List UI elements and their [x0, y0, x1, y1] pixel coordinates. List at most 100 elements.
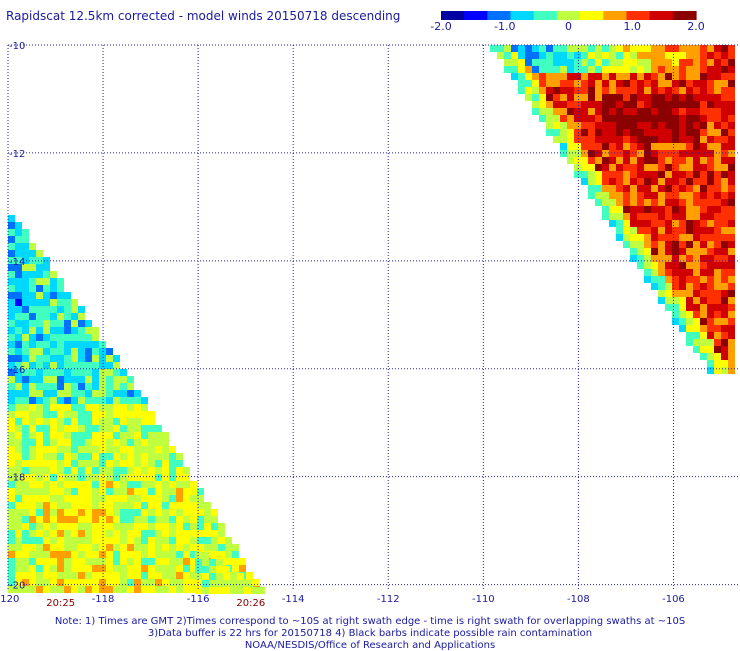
swath-cell	[22, 481, 29, 488]
swath-cell	[99, 404, 106, 411]
swath-cell	[141, 523, 148, 530]
swath-cell	[85, 495, 92, 502]
swath-cell	[707, 353, 714, 360]
swath-cell	[43, 348, 50, 355]
swath-cell	[693, 45, 700, 52]
swath-cell	[644, 45, 651, 52]
swath-cell	[57, 488, 64, 495]
swath-cell	[43, 558, 50, 565]
swath-cell	[567, 108, 574, 115]
swath-cell	[665, 241, 672, 248]
swath-cell	[665, 297, 672, 304]
swath-cell	[15, 271, 22, 278]
swath-cell	[36, 446, 43, 453]
swath-cell	[560, 122, 567, 129]
swath-cell	[658, 248, 665, 255]
swath-cell	[36, 341, 43, 348]
swath-cell	[721, 213, 728, 220]
swath-cell	[700, 136, 707, 143]
swath-cell	[693, 101, 700, 108]
swath-cell	[120, 558, 127, 565]
swath-cell	[651, 108, 658, 115]
swath-cell	[553, 52, 560, 59]
swath-cell	[637, 171, 644, 178]
swath-cell	[99, 467, 106, 474]
swath-cell	[637, 150, 644, 157]
swath-cell	[190, 502, 197, 509]
swath-cell	[134, 390, 141, 397]
swath-cell	[616, 143, 623, 150]
swath-cell	[29, 509, 36, 516]
swath-cell	[8, 222, 15, 229]
swath-cell	[700, 304, 707, 311]
swath-cell	[679, 220, 686, 227]
swath-cell	[686, 269, 693, 276]
swath-cell	[700, 346, 707, 353]
swath-cell	[525, 52, 532, 59]
swath-cell	[64, 341, 71, 348]
swath-cell	[190, 565, 197, 572]
swath-cell	[258, 587, 265, 594]
swath-cell	[665, 227, 672, 234]
swath-cell	[64, 397, 71, 404]
swath-cell	[99, 369, 106, 376]
swath-cell	[8, 264, 15, 271]
swath-cell	[127, 565, 134, 572]
swath-cell	[141, 446, 148, 453]
swath-cell	[644, 73, 651, 80]
swath-cell	[92, 369, 99, 376]
swath-cell	[57, 320, 64, 327]
swath-cell	[141, 572, 148, 579]
swath-cell	[609, 45, 616, 52]
swath-cell	[197, 502, 204, 509]
swath-cell	[686, 185, 693, 192]
swath-cell	[630, 185, 637, 192]
swath-cell	[644, 143, 651, 150]
swath-cell	[106, 474, 113, 481]
swath-cell	[665, 199, 672, 206]
swath-cell	[714, 353, 721, 360]
swath-cell	[251, 587, 258, 594]
swath-cell	[162, 516, 169, 523]
swath-cell	[616, 234, 623, 241]
swath-cell	[134, 523, 141, 530]
note-line-3: NOAA/NESDIS/Office of Research and Appli…	[244, 640, 496, 651]
swath-cell	[644, 157, 651, 164]
swath-cell	[43, 446, 50, 453]
swath-cell	[707, 325, 714, 332]
swath-cell	[162, 551, 169, 558]
swath-cell	[36, 579, 43, 586]
swath-cell	[57, 313, 64, 320]
swath-cell	[113, 516, 120, 523]
swath-cell	[78, 397, 85, 404]
swath-cell	[581, 136, 588, 143]
swath-cell	[686, 136, 693, 143]
swath-cell	[22, 327, 29, 334]
swath-cell	[22, 516, 29, 523]
swath-cell	[679, 248, 686, 255]
swath-cell	[57, 418, 64, 425]
swath-cell	[602, 73, 609, 80]
swath-cell	[71, 418, 78, 425]
swath-cell	[609, 178, 616, 185]
swath-cell	[672, 213, 679, 220]
swath-cell	[672, 171, 679, 178]
swath-cell	[78, 418, 85, 425]
swath-cell	[721, 52, 728, 59]
swath-cell	[518, 80, 525, 87]
swath-cell	[169, 467, 176, 474]
swath-cell	[155, 460, 162, 467]
swath-cell	[672, 290, 679, 297]
swath-cell	[43, 411, 50, 418]
swath-cell	[218, 544, 225, 551]
swath-cell	[721, 332, 728, 339]
swath-cell	[148, 418, 155, 425]
swath-cell	[99, 376, 106, 383]
swath-cell	[190, 495, 197, 502]
swath-cell	[630, 66, 637, 73]
swath-cell	[8, 215, 15, 222]
colorbar-segment	[441, 11, 465, 20]
swath-cell	[686, 339, 693, 346]
swath-cell	[567, 122, 574, 129]
swath-cell	[721, 339, 728, 346]
